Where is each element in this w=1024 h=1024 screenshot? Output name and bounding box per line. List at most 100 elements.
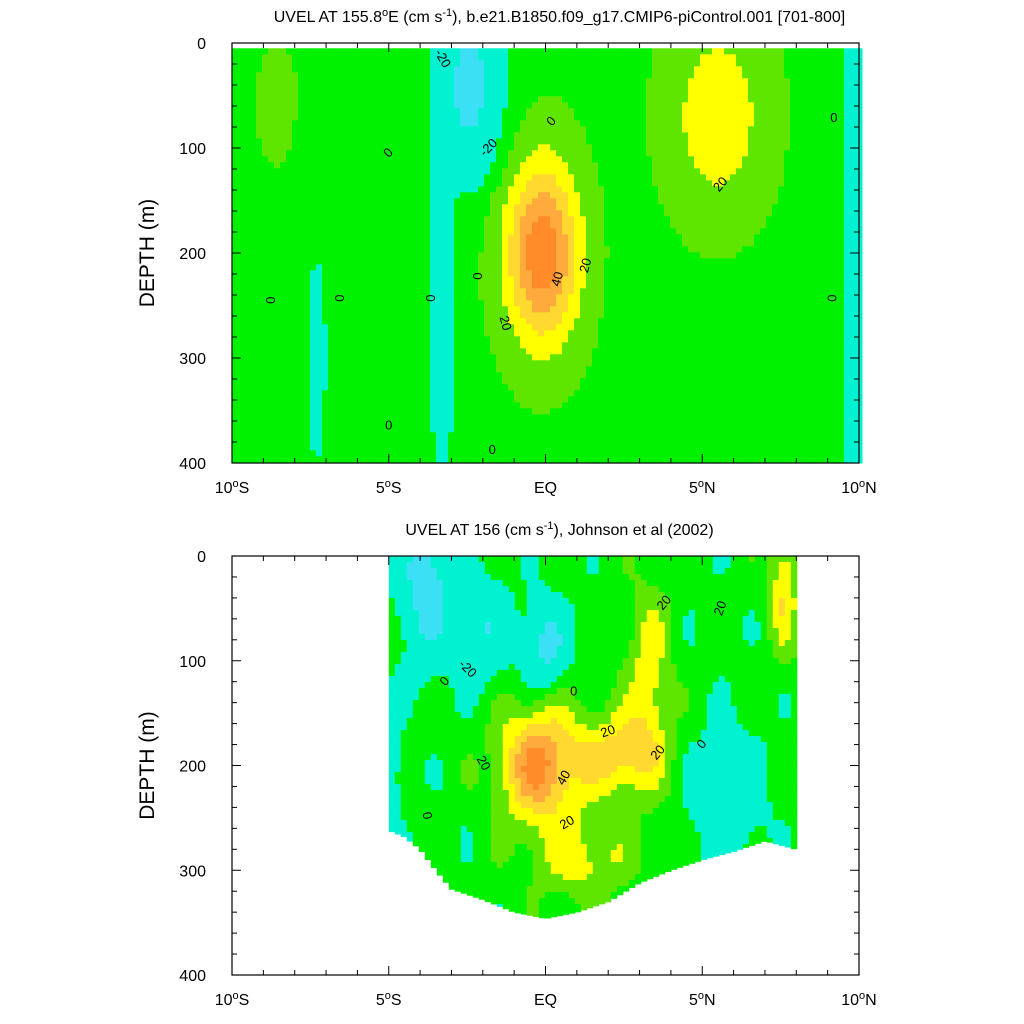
field-cell: [592, 132, 599, 139]
field-cell: [610, 96, 617, 103]
field-cell: [550, 282, 557, 289]
field-cell: [280, 420, 287, 427]
field-cell: [502, 234, 509, 241]
field-cell: [478, 78, 485, 85]
field-cell: [508, 84, 515, 91]
field-cell: [586, 432, 593, 439]
field-cell: [340, 234, 347, 241]
field-cell: [460, 378, 467, 385]
field-cell: [604, 306, 611, 313]
field-cell: [448, 378, 455, 385]
field-cell: [640, 432, 647, 439]
field-cell: [394, 186, 401, 193]
field-cell: [400, 390, 407, 397]
field-cell: [514, 402, 521, 409]
field-cell: [574, 408, 581, 415]
field-cell: [238, 450, 245, 457]
field-cell: [298, 204, 305, 211]
field-cell: [298, 186, 305, 193]
field-cell: [412, 456, 419, 463]
field-cell: [334, 288, 341, 295]
field-cell: [538, 330, 545, 337]
field-cell: [280, 60, 287, 67]
field-cell: [364, 60, 371, 67]
field-cell: [322, 198, 329, 205]
field-cell: [424, 420, 431, 427]
field-cell: [442, 336, 449, 343]
field-cell: [478, 282, 485, 289]
field-cell: [460, 420, 467, 427]
field-cell: [466, 294, 473, 301]
field-cell: [370, 234, 377, 241]
field-cell: [520, 408, 527, 415]
field-cell: [280, 414, 287, 421]
field-cell: [652, 186, 659, 193]
field-cell: [298, 120, 305, 127]
field-cell: [586, 204, 593, 211]
field-cell: [580, 222, 587, 229]
field-cell: [478, 306, 485, 313]
field-cell: [394, 450, 401, 457]
field-cell: [250, 336, 257, 343]
field-cell: [448, 288, 455, 295]
field-cell: [502, 318, 509, 325]
field-cell: [328, 192, 335, 199]
field-cell: [244, 186, 251, 193]
field-cell: [238, 174, 245, 181]
field-cell: [298, 240, 305, 247]
field-cell: [292, 276, 299, 283]
field-cell: [424, 204, 431, 211]
field-cell: [382, 72, 389, 79]
field-cell: [496, 150, 503, 157]
field-cell: [232, 72, 239, 79]
field-cell: [466, 360, 473, 367]
field-cell: [382, 156, 389, 163]
field-cell: [466, 156, 473, 163]
field-cell: [412, 72, 419, 79]
field-cell: [484, 162, 491, 169]
field-cell: [418, 282, 425, 289]
field-cell: [370, 240, 377, 247]
field-cell: [574, 366, 581, 373]
field-cell: [292, 294, 299, 301]
field-cell: [262, 300, 269, 307]
field-cell: [562, 96, 569, 103]
field-cell: [538, 396, 545, 403]
field-cell: [328, 336, 335, 343]
field-cell: [370, 414, 377, 421]
field-cell: [430, 294, 437, 301]
field-cell: [304, 300, 311, 307]
field-cell: [580, 120, 587, 127]
field-cell: [562, 360, 569, 367]
field-cell: [346, 180, 353, 187]
field-cell: [388, 102, 395, 109]
field-cell: [232, 444, 239, 451]
field-cell: [436, 180, 443, 187]
field-cell: [544, 156, 551, 163]
field-cell: [358, 378, 365, 385]
field-cell: [604, 114, 611, 121]
field-cell: [394, 54, 401, 61]
field-cell: [640, 258, 647, 265]
field-cell: [550, 408, 557, 415]
field-cell: [322, 96, 329, 103]
field-cell: [394, 108, 401, 115]
field-cell: [346, 108, 353, 115]
field-cell: [262, 276, 269, 283]
field-cell: [508, 78, 515, 85]
field-cell: [292, 210, 299, 217]
field-cell: [358, 426, 365, 433]
field-cell: [472, 198, 479, 205]
field-cell: [238, 246, 245, 253]
field-cell: [490, 78, 497, 85]
field-cell: [274, 108, 281, 115]
field-cell: [310, 96, 317, 103]
field-cell: [286, 384, 293, 391]
field-cell: [532, 330, 539, 337]
field-cell: [520, 324, 527, 331]
field-cell: [352, 432, 359, 439]
field-cell: [454, 366, 461, 373]
field-cell: [496, 144, 503, 151]
field-cell: [388, 66, 395, 73]
field-cell: [388, 384, 395, 391]
